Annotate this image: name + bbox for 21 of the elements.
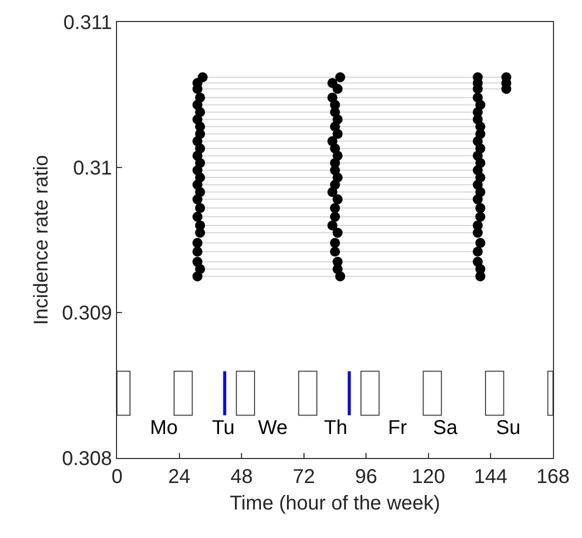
x-tick-label: 120 bbox=[412, 466, 446, 488]
annotation: Su bbox=[496, 417, 520, 439]
x-tick-label: 168 bbox=[536, 466, 570, 488]
annotation: Tu bbox=[212, 417, 235, 439]
y-tick-label: 0.308 bbox=[62, 448, 112, 470]
x-tick-label: 0 bbox=[111, 466, 123, 488]
x-tick-label: 96 bbox=[355, 466, 378, 488]
annotation: Th bbox=[324, 417, 348, 439]
annotation: Fr bbox=[388, 417, 408, 439]
y-axis-title: Incidence rate ratio bbox=[30, 154, 52, 326]
annotation: We bbox=[258, 417, 288, 439]
x-tick-label: 144 bbox=[474, 466, 508, 488]
x-tick-label: 48 bbox=[230, 466, 253, 488]
y-tick-label: 0.311 bbox=[63, 12, 112, 34]
annotation: Mo bbox=[150, 417, 178, 439]
x-tick-label: 72 bbox=[292, 466, 315, 488]
y-tick-label: 0.309 bbox=[62, 302, 112, 325]
annotation: Sa bbox=[433, 417, 458, 439]
x-axis-title: Time (hour of the week) bbox=[230, 492, 440, 514]
x-tick-label: 24 bbox=[168, 466, 190, 488]
y-tick-label: 0.31 bbox=[73, 157, 112, 180]
